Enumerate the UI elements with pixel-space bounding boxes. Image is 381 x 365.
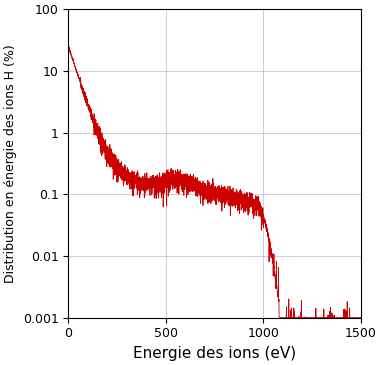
X-axis label: Energie des ions (eV): Energie des ions (eV): [133, 346, 296, 361]
Y-axis label: Distribution en énergie des ions H (%): Distribution en énergie des ions H (%): [4, 44, 17, 283]
